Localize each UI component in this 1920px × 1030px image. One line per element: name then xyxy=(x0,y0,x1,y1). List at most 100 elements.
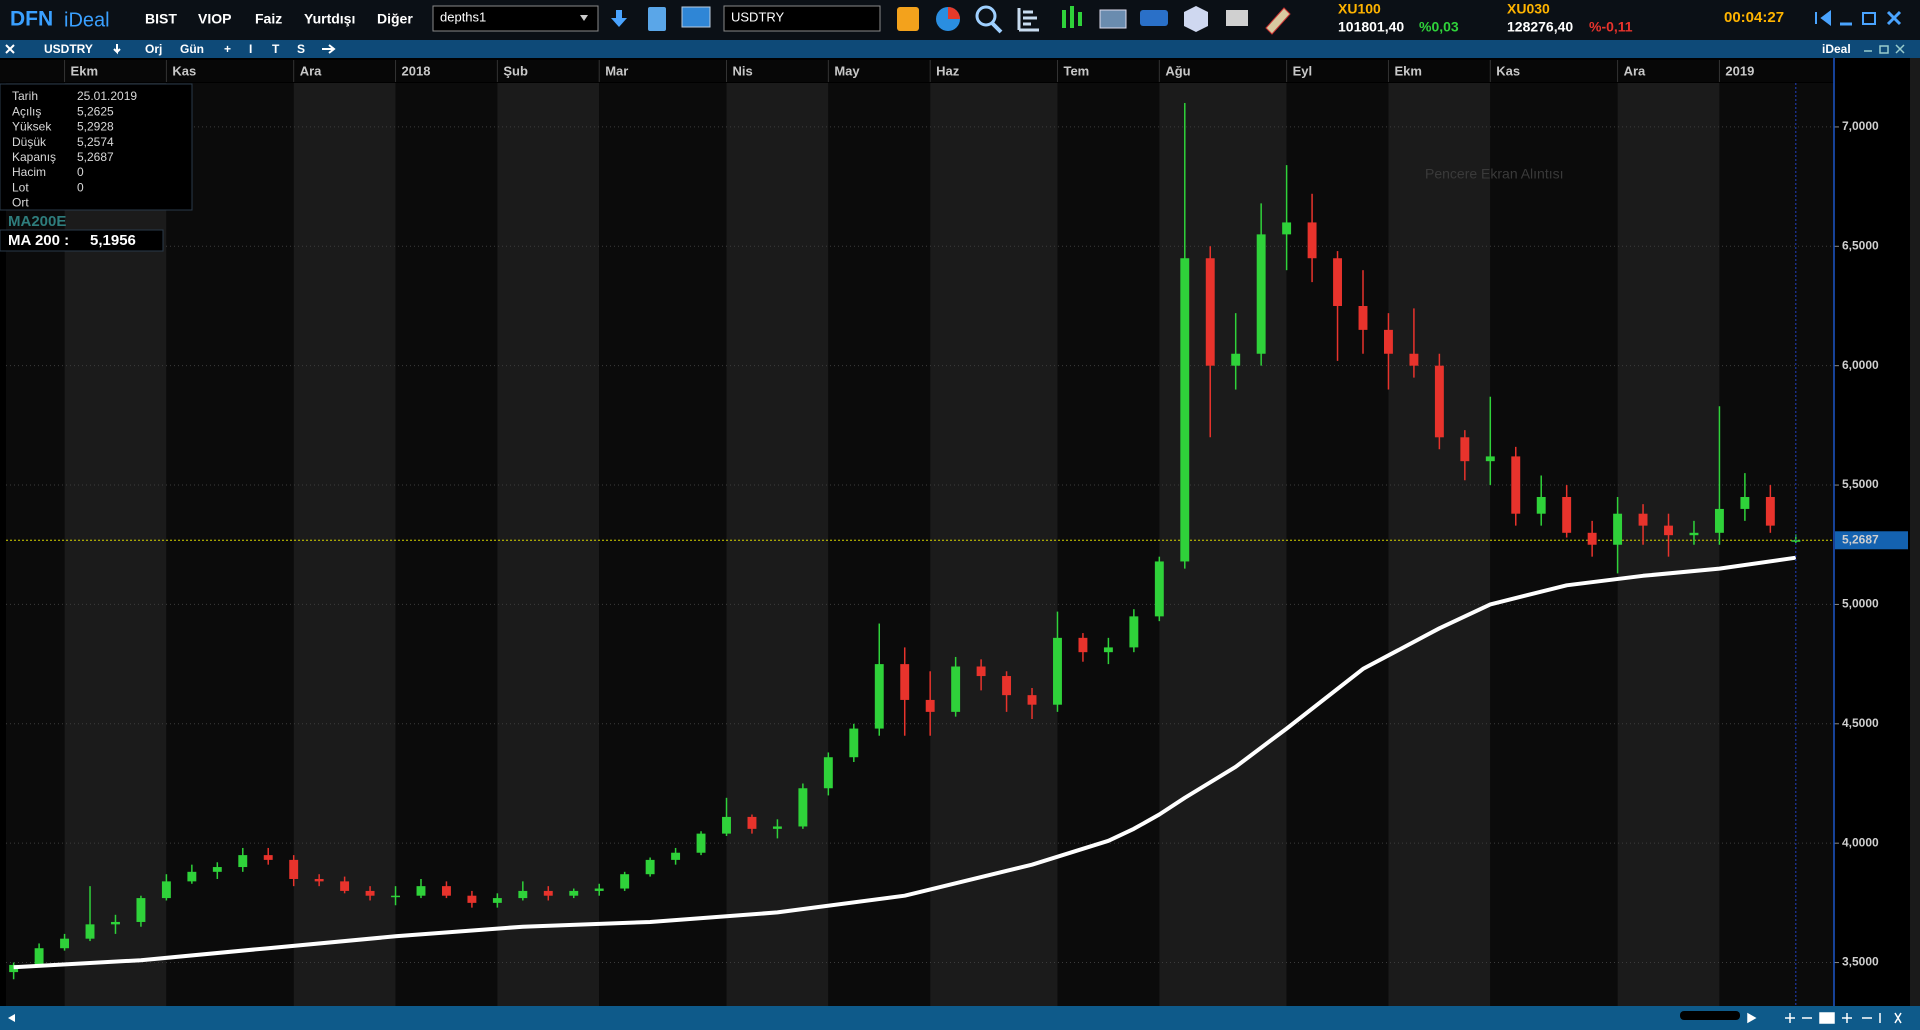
window-button[interactable] xyxy=(322,44,336,54)
month-band xyxy=(293,83,396,1006)
candle-body xyxy=(1358,305,1368,330)
menu-item[interactable]: VIOP xyxy=(198,11,231,27)
download-icon[interactable] xyxy=(611,10,627,27)
toolbar-icon[interactable] xyxy=(1184,6,1208,32)
y-tick-label: 4,5000 xyxy=(1842,716,1879,730)
ticker-price: 101801,40 xyxy=(1338,19,1404,35)
indicator-value: 5,1956 xyxy=(90,232,136,249)
candle-body xyxy=(594,888,604,891)
info-rows: Tarih 25.01.2019 Açılış 5,2625 Yüksek 5,2928 D… xyxy=(12,89,137,209)
window-button[interactable]: Gün xyxy=(180,42,204,56)
indicator-label: MA 200 : xyxy=(8,232,69,249)
toolbar-icon[interactable] xyxy=(975,5,997,27)
logo: iDeal xyxy=(64,9,110,31)
candle-body xyxy=(747,816,757,829)
month-label: May xyxy=(834,63,860,78)
candle-body xyxy=(645,859,655,875)
grid: 3,5000 4,0000 4,5000 5,0000 5,5000 6,0000 6,50… xyxy=(6,119,1908,969)
candle-body xyxy=(1434,365,1444,438)
candle-body xyxy=(1613,513,1623,545)
candle-body xyxy=(467,895,477,903)
month-label: Tem xyxy=(1063,63,1089,78)
monitor-icon[interactable] xyxy=(681,6,711,28)
month-label: Ekm xyxy=(1394,63,1421,78)
month-band xyxy=(1490,83,1618,1006)
candle-body xyxy=(1103,647,1113,653)
toolbar-icon[interactable] xyxy=(1226,10,1248,26)
candle-body xyxy=(1256,234,1266,354)
ticker-change: %-0,11 xyxy=(1589,19,1633,35)
info-value: 5,2687 xyxy=(77,150,114,164)
scroll-bar xyxy=(0,1006,1920,1030)
candle-body xyxy=(365,890,375,896)
ticker-change: %0,03 xyxy=(1419,19,1459,35)
month-label: Ekm xyxy=(71,63,98,78)
symbol-input[interactable] xyxy=(723,5,881,32)
info-label: Kapanış xyxy=(12,150,56,164)
window-control[interactable] xyxy=(1864,44,1905,54)
layout-select-value: depths1 xyxy=(440,9,486,24)
month-label: Ara xyxy=(300,63,322,78)
zoom-controls[interactable] xyxy=(1747,1012,1902,1024)
window-button[interactable] xyxy=(113,44,121,55)
close-button[interactable] xyxy=(5,44,15,54)
plot xyxy=(9,83,1801,1006)
candle-body xyxy=(340,881,350,891)
candle-body xyxy=(1129,616,1139,648)
window-button[interactable]: + xyxy=(224,42,231,56)
window-button[interactable]: T xyxy=(272,42,280,56)
ticker-price: 128276,40 xyxy=(1507,19,1573,35)
candle-body xyxy=(1307,222,1317,259)
candle-body xyxy=(212,867,222,872)
toolbar-icon[interactable] xyxy=(1017,8,1039,32)
toolbar-icon[interactable] xyxy=(1265,7,1291,35)
month-band xyxy=(828,83,931,1006)
candle-body xyxy=(874,664,884,729)
window-button[interactable]: Orj xyxy=(145,42,162,56)
menu-item[interactable]: BIST xyxy=(145,11,177,27)
indicator-name: MA200E xyxy=(8,213,66,230)
toolbar-icon[interactable] xyxy=(1099,9,1127,29)
window-brand: iDeal xyxy=(1822,42,1851,56)
toolbar-icon xyxy=(990,21,1003,34)
window-control[interactable] xyxy=(1886,10,1902,26)
toolbar-icon[interactable] xyxy=(897,7,919,31)
month-band xyxy=(930,83,1058,1006)
candle-body xyxy=(951,666,961,712)
candle-body xyxy=(696,833,706,853)
candle-body xyxy=(1282,222,1292,235)
window-control[interactable] xyxy=(1862,12,1876,25)
candle-body xyxy=(1765,496,1775,526)
layout-select[interactable] xyxy=(432,5,599,32)
scroll-thumb[interactable] xyxy=(1680,1011,1740,1020)
y-tick-label: 3,5000 xyxy=(1842,955,1879,969)
window-title: USDTRY xyxy=(44,42,93,56)
menu-item[interactable]: Faiz xyxy=(255,11,282,27)
info-value: 5,2625 xyxy=(77,104,114,118)
info-box xyxy=(0,83,193,211)
candle-body xyxy=(238,855,248,868)
candle-body xyxy=(314,878,324,882)
window-button[interactable]: I xyxy=(249,42,252,56)
info-label: Hacim xyxy=(12,165,46,179)
month-band xyxy=(395,83,498,1006)
candle-body xyxy=(1536,496,1546,514)
candle-body xyxy=(798,788,808,827)
menu-item[interactable]: Yurtdışı xyxy=(304,11,355,27)
y-tick-label: 7,0000 xyxy=(1842,119,1879,133)
candle-body xyxy=(1384,329,1393,354)
toolbar-icon[interactable] xyxy=(1140,10,1168,26)
save-icon[interactable] xyxy=(648,7,666,31)
scroll-left[interactable] xyxy=(8,1014,15,1022)
candle-body xyxy=(85,924,95,939)
month-band xyxy=(166,83,294,1006)
window-control[interactable] xyxy=(1815,10,1831,26)
candle-body xyxy=(1180,258,1190,562)
candle-body xyxy=(772,826,782,829)
month-label: Kas xyxy=(172,63,196,78)
window-button[interactable]: S xyxy=(297,42,305,56)
month-band xyxy=(64,83,167,1006)
month-band xyxy=(1159,83,1287,1006)
menu-item[interactable]: Diğer xyxy=(377,11,413,27)
toolbar-icon[interactable] xyxy=(1062,6,1082,28)
